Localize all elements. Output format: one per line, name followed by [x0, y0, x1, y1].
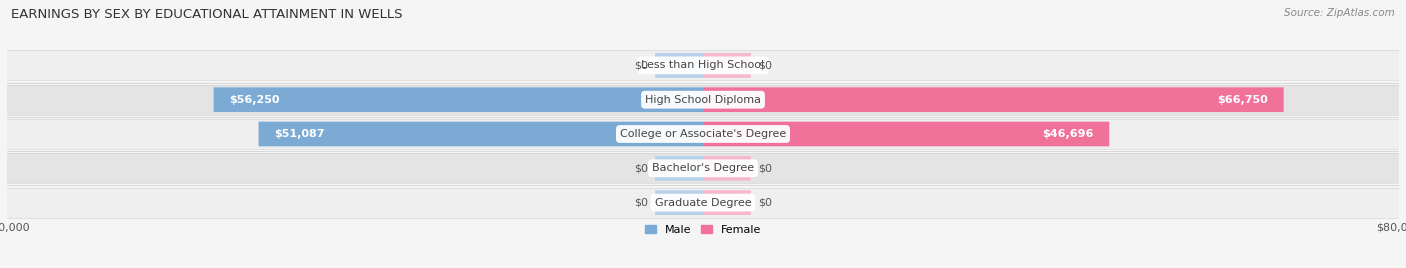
- Text: $46,696: $46,696: [1042, 129, 1094, 139]
- Bar: [7, 188, 1399, 218]
- FancyBboxPatch shape: [655, 53, 703, 78]
- Bar: [7, 85, 1399, 115]
- Bar: [7, 153, 1399, 183]
- Text: High School Diploma: High School Diploma: [645, 95, 761, 105]
- Text: $66,750: $66,750: [1218, 95, 1268, 105]
- Text: $0: $0: [634, 198, 648, 208]
- Text: $0: $0: [758, 198, 772, 208]
- Text: $56,250: $56,250: [229, 95, 280, 105]
- Text: $0: $0: [634, 60, 648, 70]
- Text: Bachelor's Degree: Bachelor's Degree: [652, 163, 754, 173]
- Text: $51,087: $51,087: [274, 129, 325, 139]
- Text: College or Associate's Degree: College or Associate's Degree: [620, 129, 786, 139]
- Text: $0: $0: [634, 163, 648, 173]
- FancyBboxPatch shape: [703, 53, 751, 78]
- Text: Graduate Degree: Graduate Degree: [655, 198, 751, 208]
- Text: $0: $0: [758, 60, 772, 70]
- FancyBboxPatch shape: [655, 190, 703, 215]
- Text: $0: $0: [758, 163, 772, 173]
- Text: Source: ZipAtlas.com: Source: ZipAtlas.com: [1284, 8, 1395, 18]
- FancyBboxPatch shape: [214, 87, 703, 112]
- FancyBboxPatch shape: [703, 87, 1284, 112]
- FancyBboxPatch shape: [259, 122, 703, 146]
- FancyBboxPatch shape: [703, 156, 751, 181]
- FancyBboxPatch shape: [703, 190, 751, 215]
- Bar: [7, 50, 1399, 80]
- Legend: Male, Female: Male, Female: [645, 225, 761, 235]
- Bar: [7, 119, 1399, 149]
- FancyBboxPatch shape: [655, 156, 703, 181]
- Text: EARNINGS BY SEX BY EDUCATIONAL ATTAINMENT IN WELLS: EARNINGS BY SEX BY EDUCATIONAL ATTAINMEN…: [11, 8, 402, 21]
- FancyBboxPatch shape: [703, 122, 1109, 146]
- Text: Less than High School: Less than High School: [641, 60, 765, 70]
